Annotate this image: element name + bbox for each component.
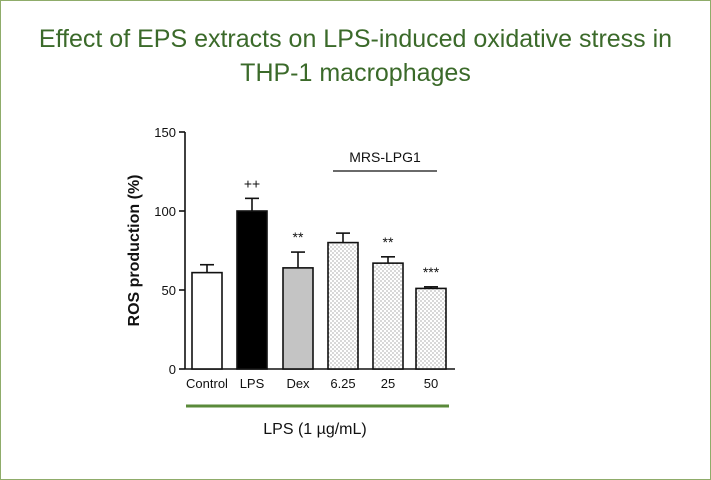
significance-label: ++ <box>244 175 260 191</box>
y-tick-label: 0 <box>169 362 176 377</box>
title-line-1: Effect of EPS extracts on LPS-induced ox… <box>38 25 673 53</box>
y-tick-label: 100 <box>154 204 176 219</box>
significance-label: *** <box>423 264 440 280</box>
title-line-2: THP-1 macrophages <box>240 59 471 87</box>
bar-lps <box>236 210 268 370</box>
chart-title: Effect of EPS extracts on LPS-induced ox… <box>0 22 711 90</box>
x-tick-label: Control <box>186 376 228 391</box>
axes: 0 50 100 150 ROS production (%) <box>126 125 455 377</box>
bar-50 <box>415 287 447 370</box>
bar-control <box>191 271 223 370</box>
bar-6-25 <box>327 241 359 370</box>
bar-25 <box>372 262 404 370</box>
x-tick-label: 25 <box>381 376 395 391</box>
bars: ++** ***** <box>191 175 447 370</box>
group-label: MRS-LPG1 <box>349 149 421 165</box>
y-tick-label: 150 <box>154 125 176 140</box>
x-tick-label: 50 <box>424 376 438 391</box>
y-tick-label: 50 <box>162 283 176 298</box>
x-tick-labels: Control LPS Dex 6.25 25 50 <box>186 376 438 391</box>
x-tick-label: Dex <box>286 376 310 391</box>
y-axis-title: ROS production (%) <box>126 175 143 327</box>
bar-dex <box>282 267 314 370</box>
x-tick-label: 6.25 <box>330 376 355 391</box>
footer-label: LPS (1 µg/mL) <box>263 421 367 438</box>
significance-label: ** <box>293 229 304 245</box>
significance-label: ** <box>383 234 394 250</box>
x-tick-label: LPS <box>240 376 265 391</box>
